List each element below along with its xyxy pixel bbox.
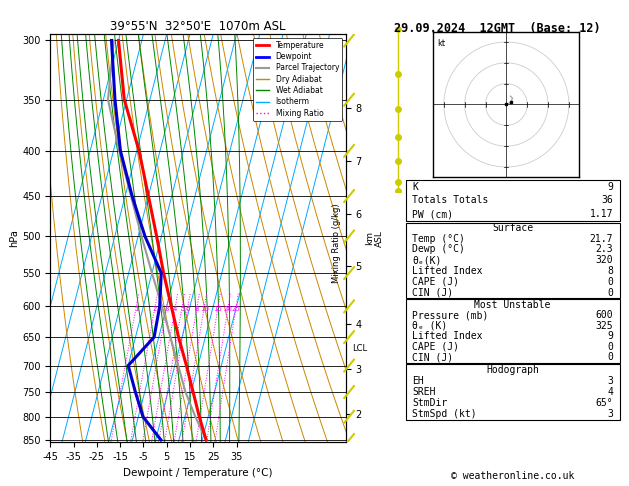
Text: kt: kt: [438, 39, 446, 48]
Text: LCL: LCL: [352, 344, 367, 353]
Text: 8: 8: [607, 266, 613, 276]
Text: 325: 325: [596, 321, 613, 330]
Text: 2: 2: [153, 306, 157, 312]
Text: Hodograph: Hodograph: [486, 364, 539, 375]
Text: CAPE (J): CAPE (J): [412, 342, 459, 352]
Text: 25: 25: [232, 306, 240, 312]
Y-axis label: km
ASL: km ASL: [365, 230, 384, 246]
Text: 320: 320: [596, 255, 613, 265]
Text: 9: 9: [607, 182, 613, 191]
Text: 8: 8: [195, 306, 199, 312]
Text: 21.7: 21.7: [589, 234, 613, 244]
Text: θₑ(K): θₑ(K): [412, 255, 442, 265]
Text: 29.09.2024  12GMT  (Base: 12): 29.09.2024 12GMT (Base: 12): [394, 22, 600, 35]
Text: θₑ (K): θₑ (K): [412, 321, 447, 330]
Text: PW (cm): PW (cm): [412, 209, 454, 219]
Text: 0: 0: [607, 352, 613, 362]
Text: 600: 600: [596, 310, 613, 320]
Text: 36: 36: [601, 195, 613, 206]
Title: 39°55'N  32°50'E  1070m ASL: 39°55'N 32°50'E 1070m ASL: [110, 20, 286, 33]
Text: Totals Totals: Totals Totals: [412, 195, 489, 206]
Text: 5: 5: [180, 306, 184, 312]
Text: K: K: [412, 182, 418, 191]
Text: StmSpd (kt): StmSpd (kt): [412, 409, 477, 419]
Text: Pressure (mb): Pressure (mb): [412, 310, 489, 320]
Text: StmDir: StmDir: [412, 398, 447, 408]
Text: 20: 20: [224, 306, 233, 312]
Text: 65°: 65°: [596, 398, 613, 408]
Text: 0: 0: [607, 342, 613, 352]
X-axis label: Dewpoint / Temperature (°C): Dewpoint / Temperature (°C): [123, 468, 273, 478]
Text: Temp (°C): Temp (°C): [412, 234, 465, 244]
Text: 10: 10: [200, 306, 209, 312]
Text: SREH: SREH: [412, 387, 436, 397]
Text: © weatheronline.co.uk: © weatheronline.co.uk: [451, 471, 574, 481]
Text: CAPE (J): CAPE (J): [412, 277, 459, 287]
Text: 9: 9: [607, 331, 613, 341]
Text: 3: 3: [607, 376, 613, 386]
Y-axis label: hPa: hPa: [9, 229, 19, 247]
Text: 4: 4: [173, 306, 177, 312]
Text: 6: 6: [186, 306, 190, 312]
Text: 3: 3: [165, 306, 169, 312]
Text: CIN (J): CIN (J): [412, 352, 454, 362]
Text: Lifted Index: Lifted Index: [412, 331, 482, 341]
Text: 15: 15: [214, 306, 223, 312]
Text: 4: 4: [607, 387, 613, 397]
Legend: Temperature, Dewpoint, Parcel Trajectory, Dry Adiabat, Wet Adiabat, Isotherm, Mi: Temperature, Dewpoint, Parcel Trajectory…: [253, 38, 342, 121]
Text: 3: 3: [607, 409, 613, 419]
Text: Most Unstable: Most Unstable: [474, 300, 551, 310]
Text: 1: 1: [134, 306, 138, 312]
Text: 0: 0: [607, 288, 613, 297]
Text: Lifted Index: Lifted Index: [412, 266, 482, 276]
Text: 0: 0: [607, 277, 613, 287]
Text: EH: EH: [412, 376, 424, 386]
Text: CIN (J): CIN (J): [412, 288, 454, 297]
Text: 1.17: 1.17: [589, 209, 613, 219]
Text: Mixing Ratio (g/kg): Mixing Ratio (g/kg): [332, 203, 341, 283]
Text: 2.3: 2.3: [596, 244, 613, 255]
Text: Surface: Surface: [492, 223, 533, 233]
Text: Dewp (°C): Dewp (°C): [412, 244, 465, 255]
